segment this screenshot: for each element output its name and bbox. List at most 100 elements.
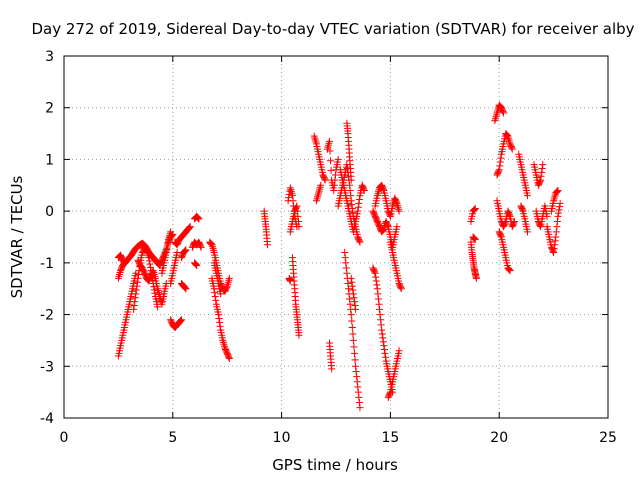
data-point-marker (146, 260, 154, 268)
data-point-marker (471, 236, 479, 244)
x-tick-labels: 0 5 10 15 20 25 (60, 430, 617, 446)
data-point-marker (550, 249, 558, 257)
data-point-marker (380, 345, 388, 353)
data-point-marker (347, 197, 355, 205)
data-point-marker (348, 282, 356, 290)
data-point-marker (317, 181, 325, 189)
data-point-marker (352, 362, 360, 370)
data-point-marker (360, 186, 368, 194)
data-point-marker (194, 214, 202, 222)
data-point-marker (325, 139, 333, 147)
data-point-marker (543, 212, 551, 220)
data-point-marker (348, 201, 356, 209)
data-point-marker (220, 340, 228, 348)
y-tick-label: -3 (40, 359, 54, 375)
data-point-marker (225, 355, 233, 363)
y-tick-labels: -4 -3 -2 -1 0 1 2 3 (40, 49, 54, 427)
data-point-marker (311, 134, 319, 142)
data-point-marker (350, 343, 358, 351)
data-point-marker (325, 137, 333, 145)
data-point-marker (501, 219, 509, 227)
data-point-marker (197, 243, 205, 251)
data-point-marker (314, 191, 322, 199)
data-point-marker (537, 172, 545, 180)
data-point-marker (350, 294, 358, 302)
data-point-marker (360, 185, 368, 193)
data-point-marker (382, 353, 390, 361)
data-point-marker (506, 267, 514, 275)
data-point-marker (312, 138, 320, 146)
data-point-marker (354, 383, 362, 391)
data-point-marker (348, 317, 356, 325)
data-point-marker (510, 217, 518, 225)
data-point-marker (195, 215, 203, 223)
data-point-marker (215, 314, 223, 322)
data-point-marker (395, 205, 403, 213)
data-point-marker (142, 245, 150, 253)
data-point-marker (393, 223, 401, 231)
data-point-marker (374, 290, 382, 298)
data-point-marker (353, 373, 361, 381)
data-point-marker (354, 388, 362, 396)
data-point-marker (154, 303, 162, 311)
data-point-marker (556, 199, 564, 207)
data-point-marker (392, 198, 400, 206)
data-point-marker (326, 147, 334, 155)
data-point-marker (194, 214, 202, 222)
y-tick-label: 0 (45, 204, 54, 220)
data-point-marker (120, 258, 128, 266)
data-point-marker (131, 298, 139, 306)
data-point-marker (552, 233, 560, 241)
data-point-marker (182, 285, 190, 293)
data-point-marker (331, 171, 339, 179)
data-point-marker (321, 175, 329, 183)
data-point-marker (130, 305, 138, 313)
data-point-marker (376, 305, 384, 313)
data-point-marker (330, 181, 338, 189)
data-point-marker (330, 186, 338, 194)
data-point-marker (186, 223, 194, 231)
data-point-marker (553, 223, 561, 231)
data-point-marker (289, 197, 297, 205)
data-point-marker (192, 261, 200, 269)
data-point-marker (536, 221, 544, 229)
data-point-marker (342, 264, 350, 272)
data-point-marker (519, 206, 527, 214)
data-point-marker (181, 247, 189, 255)
data-point-marker (555, 206, 563, 214)
data-point-marker (355, 196, 363, 204)
data-point-marker (223, 283, 231, 291)
y-tick-label: -2 (40, 308, 54, 324)
data-point-marker (331, 176, 339, 184)
data-point-marker (496, 162, 504, 170)
data-point-marker (556, 203, 564, 211)
data-point-marker (186, 223, 194, 231)
data-point-marker (286, 277, 294, 285)
data-point-marker (349, 286, 357, 294)
data-point-marker (356, 404, 364, 412)
data-point-marker (133, 278, 141, 286)
data-point-marker (155, 291, 163, 299)
data-point-marker (355, 393, 363, 401)
y-tick-label: 1 (45, 152, 54, 168)
data-point-marker (347, 274, 355, 282)
data-point-marker (334, 155, 342, 163)
data-point-marker (351, 356, 359, 364)
data-point-marker (394, 203, 402, 211)
data-point-marker (376, 311, 384, 319)
data-point-marker (553, 188, 561, 196)
data-point-marker (551, 237, 559, 245)
data-point-marker (397, 283, 405, 291)
data-point-marker (145, 257, 153, 265)
data-point-marker (497, 154, 505, 162)
data-point-marker (134, 274, 142, 282)
data-point-marker (375, 300, 383, 308)
data-point-marker (191, 260, 199, 268)
data-point-marker (538, 168, 546, 176)
data-point-marker (352, 305, 360, 313)
data-point-marker (346, 295, 354, 303)
data-point-marker (285, 194, 293, 202)
data-point-marker (343, 269, 351, 277)
data-point-marker (378, 326, 386, 334)
data-point-marker (197, 242, 205, 250)
